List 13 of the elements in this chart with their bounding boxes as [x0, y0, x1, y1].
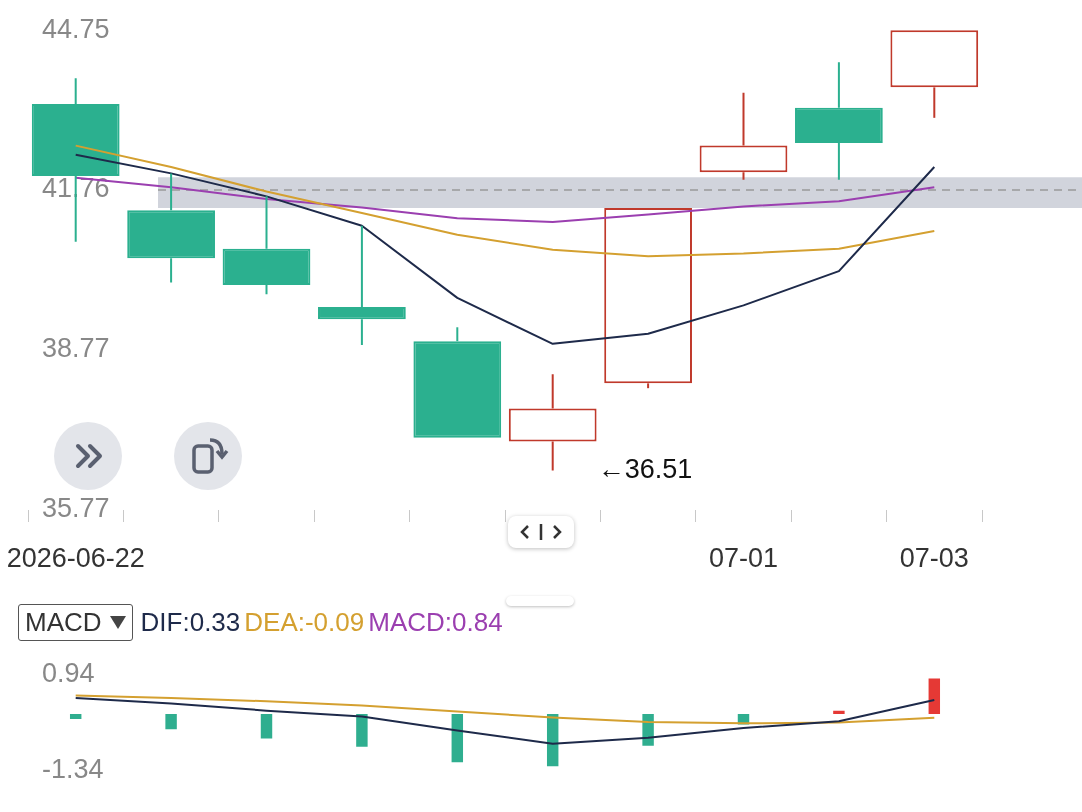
text: DIF:0.33	[140, 606, 241, 638]
y-tick-label: -1.34	[42, 754, 104, 785]
annotation: ←36.51	[597, 453, 693, 484]
chart-title: MACD	[25, 606, 102, 638]
y-tick-label: 44.75	[42, 13, 110, 44]
x-tick-label: 2026-06-22	[6, 542, 145, 573]
y-tick-label: 0.94	[42, 657, 95, 688]
text: DEA:-0.09	[244, 606, 365, 638]
x-tick-label: 07-01	[708, 542, 779, 573]
text: MACD:0.84	[368, 606, 503, 638]
x-tick-label: 07-03	[899, 542, 969, 573]
y-tick-label: 35.77	[42, 493, 110, 524]
y-tick-label: 38.77	[42, 333, 110, 364]
